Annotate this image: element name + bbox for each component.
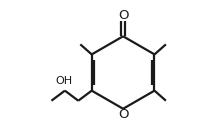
Text: OH: OH: [55, 75, 72, 85]
Text: O: O: [118, 9, 128, 22]
Text: O: O: [118, 108, 128, 121]
